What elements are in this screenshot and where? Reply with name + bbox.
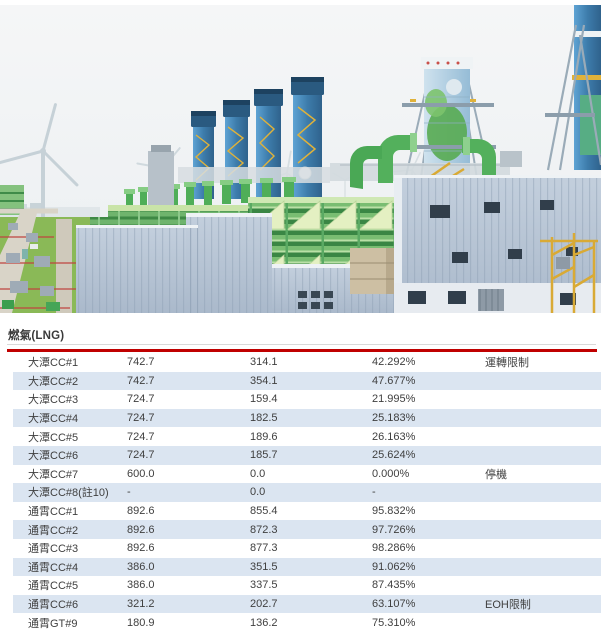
generation-value: 337.5 <box>250 579 278 592</box>
generation-value: 202.7 <box>250 598 278 611</box>
unit-name: 大潭CC#3 <box>28 394 79 407</box>
right-stack <box>545 5 601 171</box>
ratio-value: 98.286% <box>372 542 416 555</box>
note-text: 運轉限制 <box>485 357 529 370</box>
generation-value: 136.2 <box>250 616 278 629</box>
generation-value: 182.5 <box>250 412 278 425</box>
unit-name: 通霄CC#1 <box>28 506 79 519</box>
generation-value: 877.3 <box>250 542 278 555</box>
concrete-structure-cap <box>151 145 171 152</box>
table-row: 通霄CC#1 892.6 855.4 95.832% <box>13 502 601 521</box>
vent-grid <box>298 291 333 309</box>
table-row: 大潭CC#5 724.7 189.6 26.163% <box>13 427 601 446</box>
table-row: 大潭CC#3 724.7 159.4 21.995% <box>13 390 601 409</box>
unit-name: 大潭CC#7 <box>28 468 79 481</box>
generation-value: 354.1 <box>250 374 278 387</box>
power-plant-photo <box>0 5 601 313</box>
ratio-value: 75.310% <box>372 616 416 629</box>
table-row: 大潭CC#8(註10) - 0.0 - <box>13 483 601 502</box>
unit-name: 大潭CC#5 <box>28 431 79 444</box>
capacity-value: 742.7 <box>127 356 155 369</box>
unit-name: 通霄CC#3 <box>28 543 79 556</box>
concrete-structure <box>148 151 174 213</box>
capacity-value: 386.0 <box>127 560 155 573</box>
table-row: 大潭CC#7 600.0 0.0 0.000% 停機 <box>13 465 601 484</box>
table-row: 大潭CC#4 724.7 182.5 25.183% <box>13 408 601 428</box>
plant-photo-illustration <box>0 5 601 313</box>
ratio-value: 25.624% <box>372 449 416 462</box>
section-title: 燃氣(LNG) <box>8 330 65 342</box>
ratio-value: 42.292% <box>372 356 416 369</box>
capacity-value: 724.7 <box>127 393 155 406</box>
table-row: 通霄CC#3 892.6 877.3 98.286% <box>13 539 601 558</box>
capacity-value: 892.6 <box>127 542 155 555</box>
capacity-value: 724.7 <box>127 430 155 443</box>
unit-name: 通霄CC#2 <box>28 524 79 537</box>
unit-name: 通霄CC#6 <box>28 599 79 612</box>
capacity-value: 742.7 <box>127 374 155 387</box>
table-row: 通霄CC#6 321.2 202.7 63.107% EOH限制 <box>13 594 601 614</box>
yellow-crane <box>540 233 598 313</box>
intake-ducts <box>350 133 496 189</box>
ratio-value: - <box>372 486 376 499</box>
ratio-value: 63.107% <box>372 598 416 611</box>
title-divider <box>7 344 596 345</box>
wind-turbine <box>0 103 79 231</box>
table-row: 通霄CC#5 386.0 337.5 87.435% <box>13 576 601 595</box>
generation-value: 159.4 <box>250 393 278 406</box>
ratio-value: 25.183% <box>372 412 416 425</box>
ratio-value: 91.062% <box>372 560 416 573</box>
switchyard <box>0 208 90 313</box>
table-row: 大潭CC#6 724.7 185.7 25.624% <box>13 445 601 465</box>
turbine-hall-center <box>272 248 402 313</box>
crane-equipment <box>556 257 570 269</box>
ratio-value: 0.000% <box>372 467 410 480</box>
unit-name: 大潭CC#2 <box>28 375 79 388</box>
unit-name: 大潭CC#1 <box>28 357 79 370</box>
unit-name: 大潭CC#6 <box>28 450 79 463</box>
capacity-value: 321.2 <box>127 598 155 611</box>
capacity-value: 892.6 <box>127 505 155 518</box>
table-row: 通霄CC#2 892.6 872.3 97.726% <box>13 520 601 539</box>
generation-value: 0.0 <box>250 486 266 499</box>
table-top-accent-rule <box>7 349 597 352</box>
table-row: 通霄GT#9 180.9 136.2 75.310% <box>13 613 601 632</box>
ratio-value: 97.726% <box>372 523 416 536</box>
table-row: 大潭CC#2 742.7 354.1 47.677% <box>13 371 601 391</box>
capacity-value: 600.0 <box>127 467 155 480</box>
generation-value: 351.5 <box>250 560 278 573</box>
generation-value: 0.0 <box>250 467 266 480</box>
capacity-value: 724.7 <box>127 412 155 425</box>
generation-table: 大潭CC#1 742.7 314.1 42.292% 運轉限制 大潭CC#2 7… <box>13 353 601 632</box>
capacity-value: 180.9 <box>127 616 155 629</box>
generation-value: 314.1 <box>250 356 278 369</box>
table-row: 大潭CC#1 742.7 314.1 42.292% 運轉限制 <box>13 353 601 372</box>
capacity-value: 386.0 <box>127 579 155 592</box>
generation-value: 855.4 <box>250 505 278 518</box>
unit-name: 通霄GT#9 <box>28 617 78 630</box>
ratio-value: 26.163% <box>372 430 416 443</box>
capacity-value: 724.7 <box>127 449 155 462</box>
unit-name: 大潭CC#4 <box>28 413 79 426</box>
capacity-value: 892.6 <box>127 523 155 536</box>
note-text: 停機 <box>485 468 507 481</box>
ratio-value: 87.435% <box>372 579 416 592</box>
turbine-hall-right <box>394 175 601 313</box>
capacity-value: - <box>127 486 131 499</box>
generation-value: 872.3 <box>250 523 278 536</box>
ratio-value: 95.832% <box>372 505 416 518</box>
turbine-hall-left <box>76 213 272 313</box>
unit-name: 通霄CC#4 <box>28 561 79 574</box>
generation-value: 189.6 <box>250 430 278 443</box>
note-text: EOH限制 <box>485 599 531 612</box>
unit-name: 大潭CC#8(註10) <box>28 487 109 500</box>
windows <box>430 200 578 263</box>
ratio-value: 21.995% <box>372 393 416 406</box>
table-row: 通霄CC#4 386.0 351.5 91.062% <box>13 557 601 577</box>
ratio-value: 47.677% <box>372 374 416 387</box>
unit-name: 通霄CC#5 <box>28 580 79 593</box>
generation-value: 185.7 <box>250 449 278 462</box>
